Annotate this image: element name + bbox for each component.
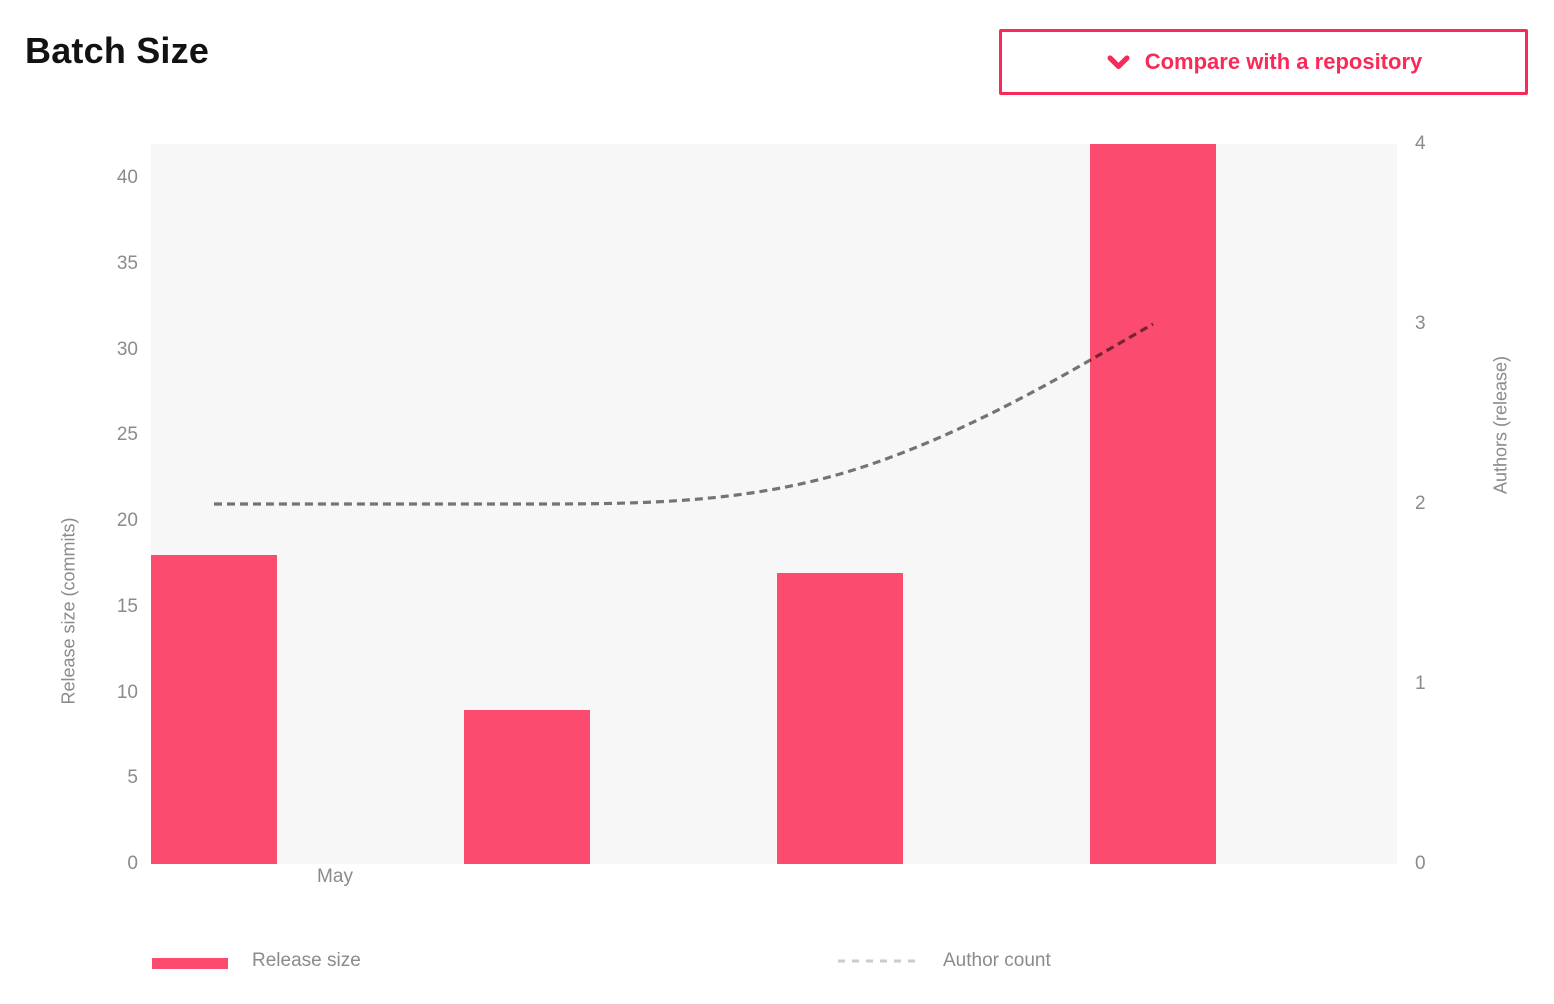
- y-axis-left-tick: 30: [116, 338, 138, 360]
- y-axis-left-tick: 35: [116, 253, 138, 274]
- y-axis-right-tick: 1: [1415, 673, 1426, 694]
- y-axis-left-title: Release size (commits): [58, 517, 79, 705]
- y-axis-right-tick: 3: [1415, 313, 1426, 334]
- y-axis-right-tick: 2: [1415, 493, 1426, 514]
- y-axis-left-tick: 10: [116, 681, 138, 703]
- y-axis-left-tick: 25: [116, 424, 138, 446]
- author-count-legend-label[interactable]: Author count: [943, 950, 1051, 971]
- x-axis-tick-may: May: [317, 866, 353, 887]
- compare-button-label: Compare with a repository: [1144, 49, 1423, 74]
- release-size-bar[interactable]: [1090, 144, 1216, 864]
- y-axis-right-title: Authors (release): [1490, 355, 1511, 495]
- compare-with-repository-button[interactable]: Compare with a repository: [999, 29, 1528, 95]
- y-axis-left-tick: 20: [116, 510, 138, 532]
- release-size-bar[interactable]: [777, 572, 903, 864]
- release-size-legend-label[interactable]: Release size: [252, 950, 361, 971]
- y-axis-left-tick: 15: [116, 595, 138, 617]
- release-size-bar[interactable]: [464, 709, 590, 864]
- chevron-down-icon: [1107, 54, 1130, 69]
- author-count-legend-swatch[interactable]: [838, 958, 918, 964]
- y-axis-left-tick: 0: [127, 853, 138, 874]
- y-axis-left-tick: 5: [127, 767, 138, 789]
- y-axis-right-tick: 4: [1415, 133, 1426, 154]
- release-size-legend-swatch[interactable]: [152, 958, 228, 969]
- release-size-bar[interactable]: [151, 555, 277, 864]
- page-title: Batch Size: [25, 30, 210, 71]
- y-axis-left-tick: 40: [116, 167, 138, 189]
- y-axis-right-tick: 0: [1415, 853, 1426, 874]
